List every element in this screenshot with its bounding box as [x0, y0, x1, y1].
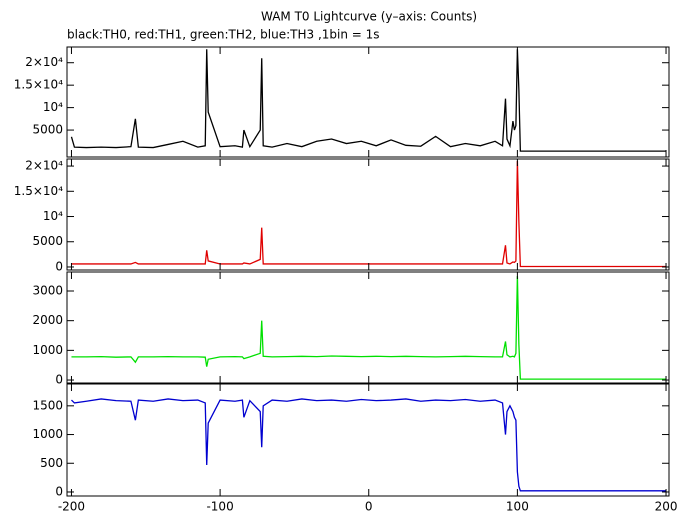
- chart-title: WAM T0 Lightcurve (y–axis: Counts): [261, 10, 477, 24]
- data-line: [70, 49, 667, 152]
- y-tick-label: 0: [55, 484, 63, 498]
- x-tick-label: 0: [365, 500, 373, 514]
- y-tick-label: 10⁴: [43, 100, 63, 114]
- y-tick-label: 1.5×10⁴: [14, 184, 63, 198]
- y-tick-label: 2×10⁴: [25, 159, 63, 173]
- y-tick-label: 2×10⁴: [25, 55, 63, 69]
- x-tick-label: 100: [506, 500, 529, 514]
- panel-frame: [66, 158, 670, 271]
- x-tick-label: 200: [655, 500, 678, 514]
- data-line: [71, 398, 667, 492]
- y-tick-label: 0: [55, 259, 63, 273]
- data-line: [71, 161, 667, 268]
- y-tick-label: 1500: [32, 398, 63, 412]
- y-tick-label: 10⁴: [43, 209, 63, 223]
- panel-frame: [66, 46, 670, 158]
- y-tick-label: 5000: [32, 234, 63, 248]
- panel-frame: [66, 271, 670, 384]
- y-tick-label: 1000: [32, 427, 63, 441]
- y-tick-label: 2000: [32, 313, 63, 327]
- panel-frame: [66, 383, 670, 497]
- x-tick-label: -100: [206, 500, 233, 514]
- y-tick-label: 500: [40, 456, 63, 470]
- data-line: [71, 276, 667, 380]
- y-tick-label: 1000: [32, 343, 63, 357]
- x-tick-label: -200: [58, 500, 85, 514]
- y-tick-label: 1.5×10⁴: [14, 78, 63, 92]
- y-tick-label: 5000: [32, 123, 63, 137]
- y-tick-label: 0: [55, 373, 63, 387]
- chart-subtitle: black:TH0, red:TH1, green:TH2, blue:TH3 …: [67, 28, 380, 42]
- y-tick-label: 3000: [32, 283, 63, 297]
